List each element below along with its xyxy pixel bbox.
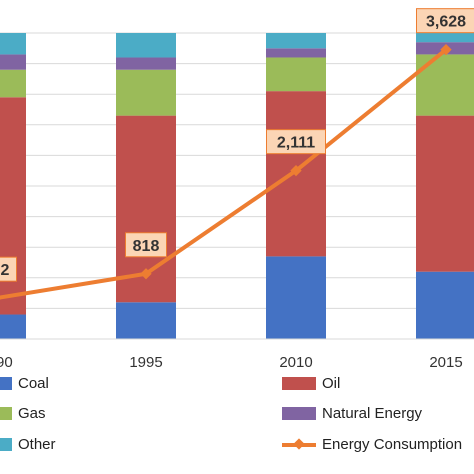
bar-segment-coal-2010 [266,256,326,339]
bar-segment-other-2015 [416,33,474,43]
bar-segment-coal-1995 [116,302,176,339]
consumption-label-1995: 818 [133,238,160,255]
legend-gas: Gas [0,401,46,425]
x-tick-label-1995: 1995 [129,354,162,371]
bar-segment-gas-2015 [416,54,474,116]
consumption-label-box-2015 [416,8,474,34]
gridlines [0,32,474,309]
bar-segment-natural-energy-1995 [116,57,176,70]
legend-oil: Oil [282,371,340,395]
consumption-label-box-1990 [0,256,17,282]
bar-segment-other-1990 [0,33,26,55]
consumption-label-box-1995 [125,232,167,258]
legend-other-label: Other [18,435,56,453]
bar-segment-other-2010 [266,33,326,49]
bar-segment-oil-2015 [416,115,474,272]
bar-segment-natural-energy-2010 [266,48,326,58]
legend-natural-energy-swatch [282,406,316,420]
legend-energy-consumption-label: Energy Consumption [322,435,463,453]
legend-coal-swatch [0,376,12,390]
consumption-label-1990: 512 [0,262,9,279]
legend-natural-energy: Natural Energy [282,401,422,425]
data-labels: 512 818 2,111 3,628 [0,8,474,282]
legend-oil-swatch [282,376,316,390]
legend-other-swatch [0,437,12,451]
consumption-marker-2015 [440,44,452,56]
consumption-label-2010: 2,111 [277,135,315,152]
consumption-line-path [0,47,448,300]
x-tick-label-1990: 1990 [0,354,13,371]
legend-natural-energy-label: Natural Energy [322,404,423,422]
bar-segment-coal-2015 [416,271,474,339]
bar-segment-other-1995 [116,33,176,58]
consumption-label-box-2010 [266,129,326,155]
consumption-marker-1995 [140,268,152,280]
legend-gas-swatch [0,406,12,420]
consumption-label-2015: 3,628 [426,14,466,31]
consumption-line [0,44,452,304]
bar-segment-natural-energy-1990 [0,54,26,70]
legend-gas-label: Gas [18,404,46,422]
legend-energy-consumption: Energy Consumption [282,432,462,456]
bar-segment-oil-1990 [0,97,26,315]
bar-segment-gas-2010 [266,57,326,92]
x-tick-labels: 1990 1995 2010 2015 [0,354,463,371]
legend-coal: Coal [0,371,49,395]
legend-other: Other [0,432,56,456]
x-tick-label-2015: 2015 [429,354,462,371]
bar-segment-coal-1990 [0,314,26,339]
consumption-marker-2010 [290,164,302,177]
bar-segment-gas-1990 [0,69,26,98]
bar-segment-gas-1995 [116,69,176,116]
legend-energy-consumption-marker [282,437,316,451]
legend-oil-label: Oil [322,374,341,392]
legend-coal-label: Coal [18,374,49,392]
x-tick-label-2010: 2010 [279,354,312,371]
